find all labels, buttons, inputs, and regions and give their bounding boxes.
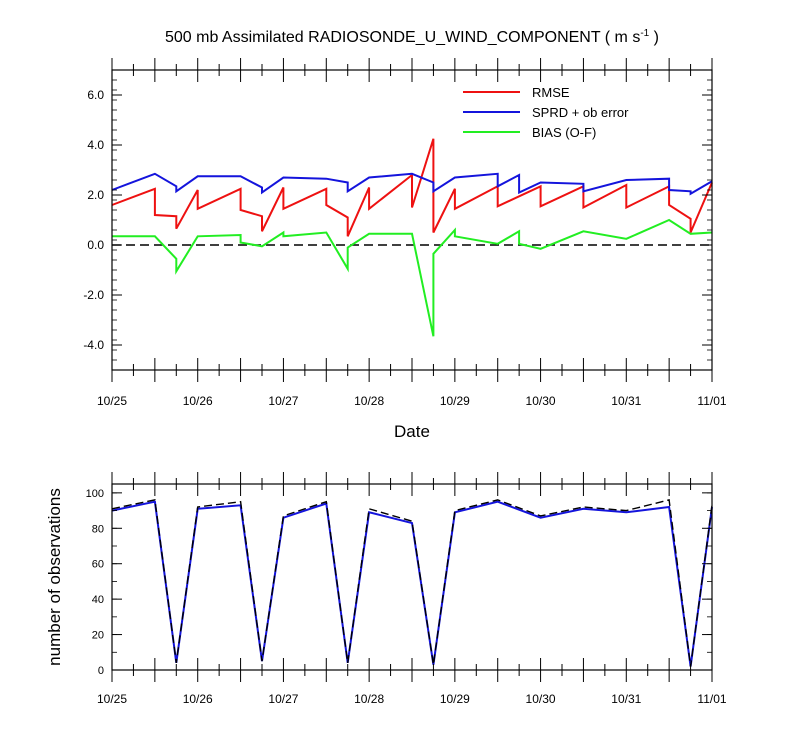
y-tick-label: 4.0 [87,138,104,152]
y-tick-label: -2.0 [83,288,104,302]
x-tick-label: 10/30 [526,692,556,706]
bottom-chart: 0 20 40 60 80 100 10/25 10/26 10/27 10/28 10/29 10/… [45,472,727,706]
top-plot-frame [111,69,713,371]
x-tick-label: 10/26 [183,692,213,706]
x-tick-label: 10/27 [268,394,298,408]
y-tick-label: 0.0 [87,238,104,252]
x-tick-label: 10/30 [526,394,556,408]
title-text: 500 mb Assimilated RADIOSONDE_U_WIND_COM… [165,29,640,46]
x-tick-label: 10/31 [611,692,641,706]
x-tick-label: 10/28 [354,394,384,408]
title-exponent: -1 [640,28,649,39]
y-tick-label: 6.0 [87,88,104,102]
x-tick-label: 10/26 [183,394,213,408]
x-tick-label: 10/29 [440,394,470,408]
bottom-plot-frame [111,483,713,671]
y-tick-label: 100 [86,488,104,500]
x-tick-label: 10/29 [440,692,470,706]
series-line-1 [111,138,713,237]
y-tick-label: 40 [92,594,104,606]
x-tick-label: 11/01 [697,394,726,408]
y-tick-label: 2.0 [87,188,104,202]
x-axis-title: Date [394,422,430,441]
chart-title: 500 mb Assimilated RADIOSONDE_U_WIND_COM… [165,28,659,46]
legend: RMSE SPRD + ob error BIAS (O-F) [463,85,629,140]
legend-label-1: RMSE [532,85,570,100]
y-tick-label: 60 [92,559,104,571]
obs-line-1 [111,500,713,667]
series-line-2 [111,172,713,196]
x-tick-label: 10/25 [97,394,127,408]
x-tick-label: 11/01 [697,692,726,706]
obs-line-2 [111,499,713,667]
y-axis-title: number of observations [45,488,64,666]
title-suffix: ) [649,29,659,46]
y-tick-label: 20 [92,630,104,642]
y-tick-label: 0 [98,665,104,677]
x-tick-label: 10/27 [268,692,298,706]
x-tick-label: 10/28 [354,692,384,706]
top-chart: 500 mb Assimilated RADIOSONDE_U_WIND_COM… [83,28,727,441]
y-tick-label: 80 [92,523,104,535]
legend-label-3: BIAS (O-F) [532,125,596,140]
legend-label-2: SPRD + ob error [532,105,629,120]
y-tick-label: -4.0 [83,338,104,352]
series-line-3 [112,218,713,337]
x-tick-label: 10/25 [97,692,127,706]
x-tick-label: 10/31 [611,394,641,408]
